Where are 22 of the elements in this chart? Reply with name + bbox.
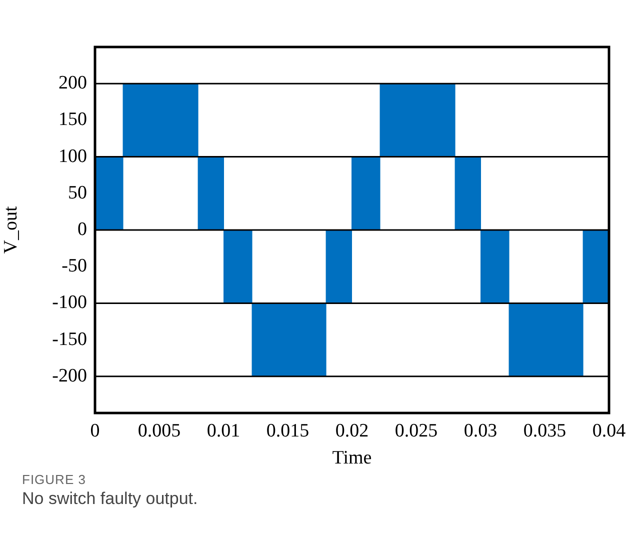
x-tick-label: 0.03 (464, 420, 498, 442)
x-tick-label: 0.01 (206, 420, 240, 442)
x-tick-label: 0.02 (335, 420, 369, 442)
text: No switch faulty output. (22, 489, 198, 509)
x-tick-label: 0.005 (138, 420, 181, 442)
caption: FIGURE 3 (22, 472, 87, 487)
y-tick-label: -150 (52, 328, 87, 350)
x-tick-label: 0 (90, 420, 100, 442)
y-tick-label: 100 (58, 146, 87, 167)
y-tick-label: 200 (58, 72, 87, 94)
x-tick-label: 0.015 (266, 420, 310, 442)
y-tick-label: 150 (58, 109, 87, 130)
y-tick-label: -100 (52, 292, 87, 314)
y-tick-label: 50 (68, 182, 87, 204)
y-tick-label: 0 (78, 218, 87, 240)
x-tick-label: 0.04 (592, 420, 626, 442)
x-axis-title: Time (332, 448, 372, 469)
y-axis-title: V_out (0, 206, 22, 254)
y-tick-label: -50 (62, 256, 87, 277)
y-tick-label: -200 (52, 365, 87, 386)
x-tick-label: 0.025 (394, 420, 438, 442)
x-tick-label: 0.035 (523, 420, 566, 442)
